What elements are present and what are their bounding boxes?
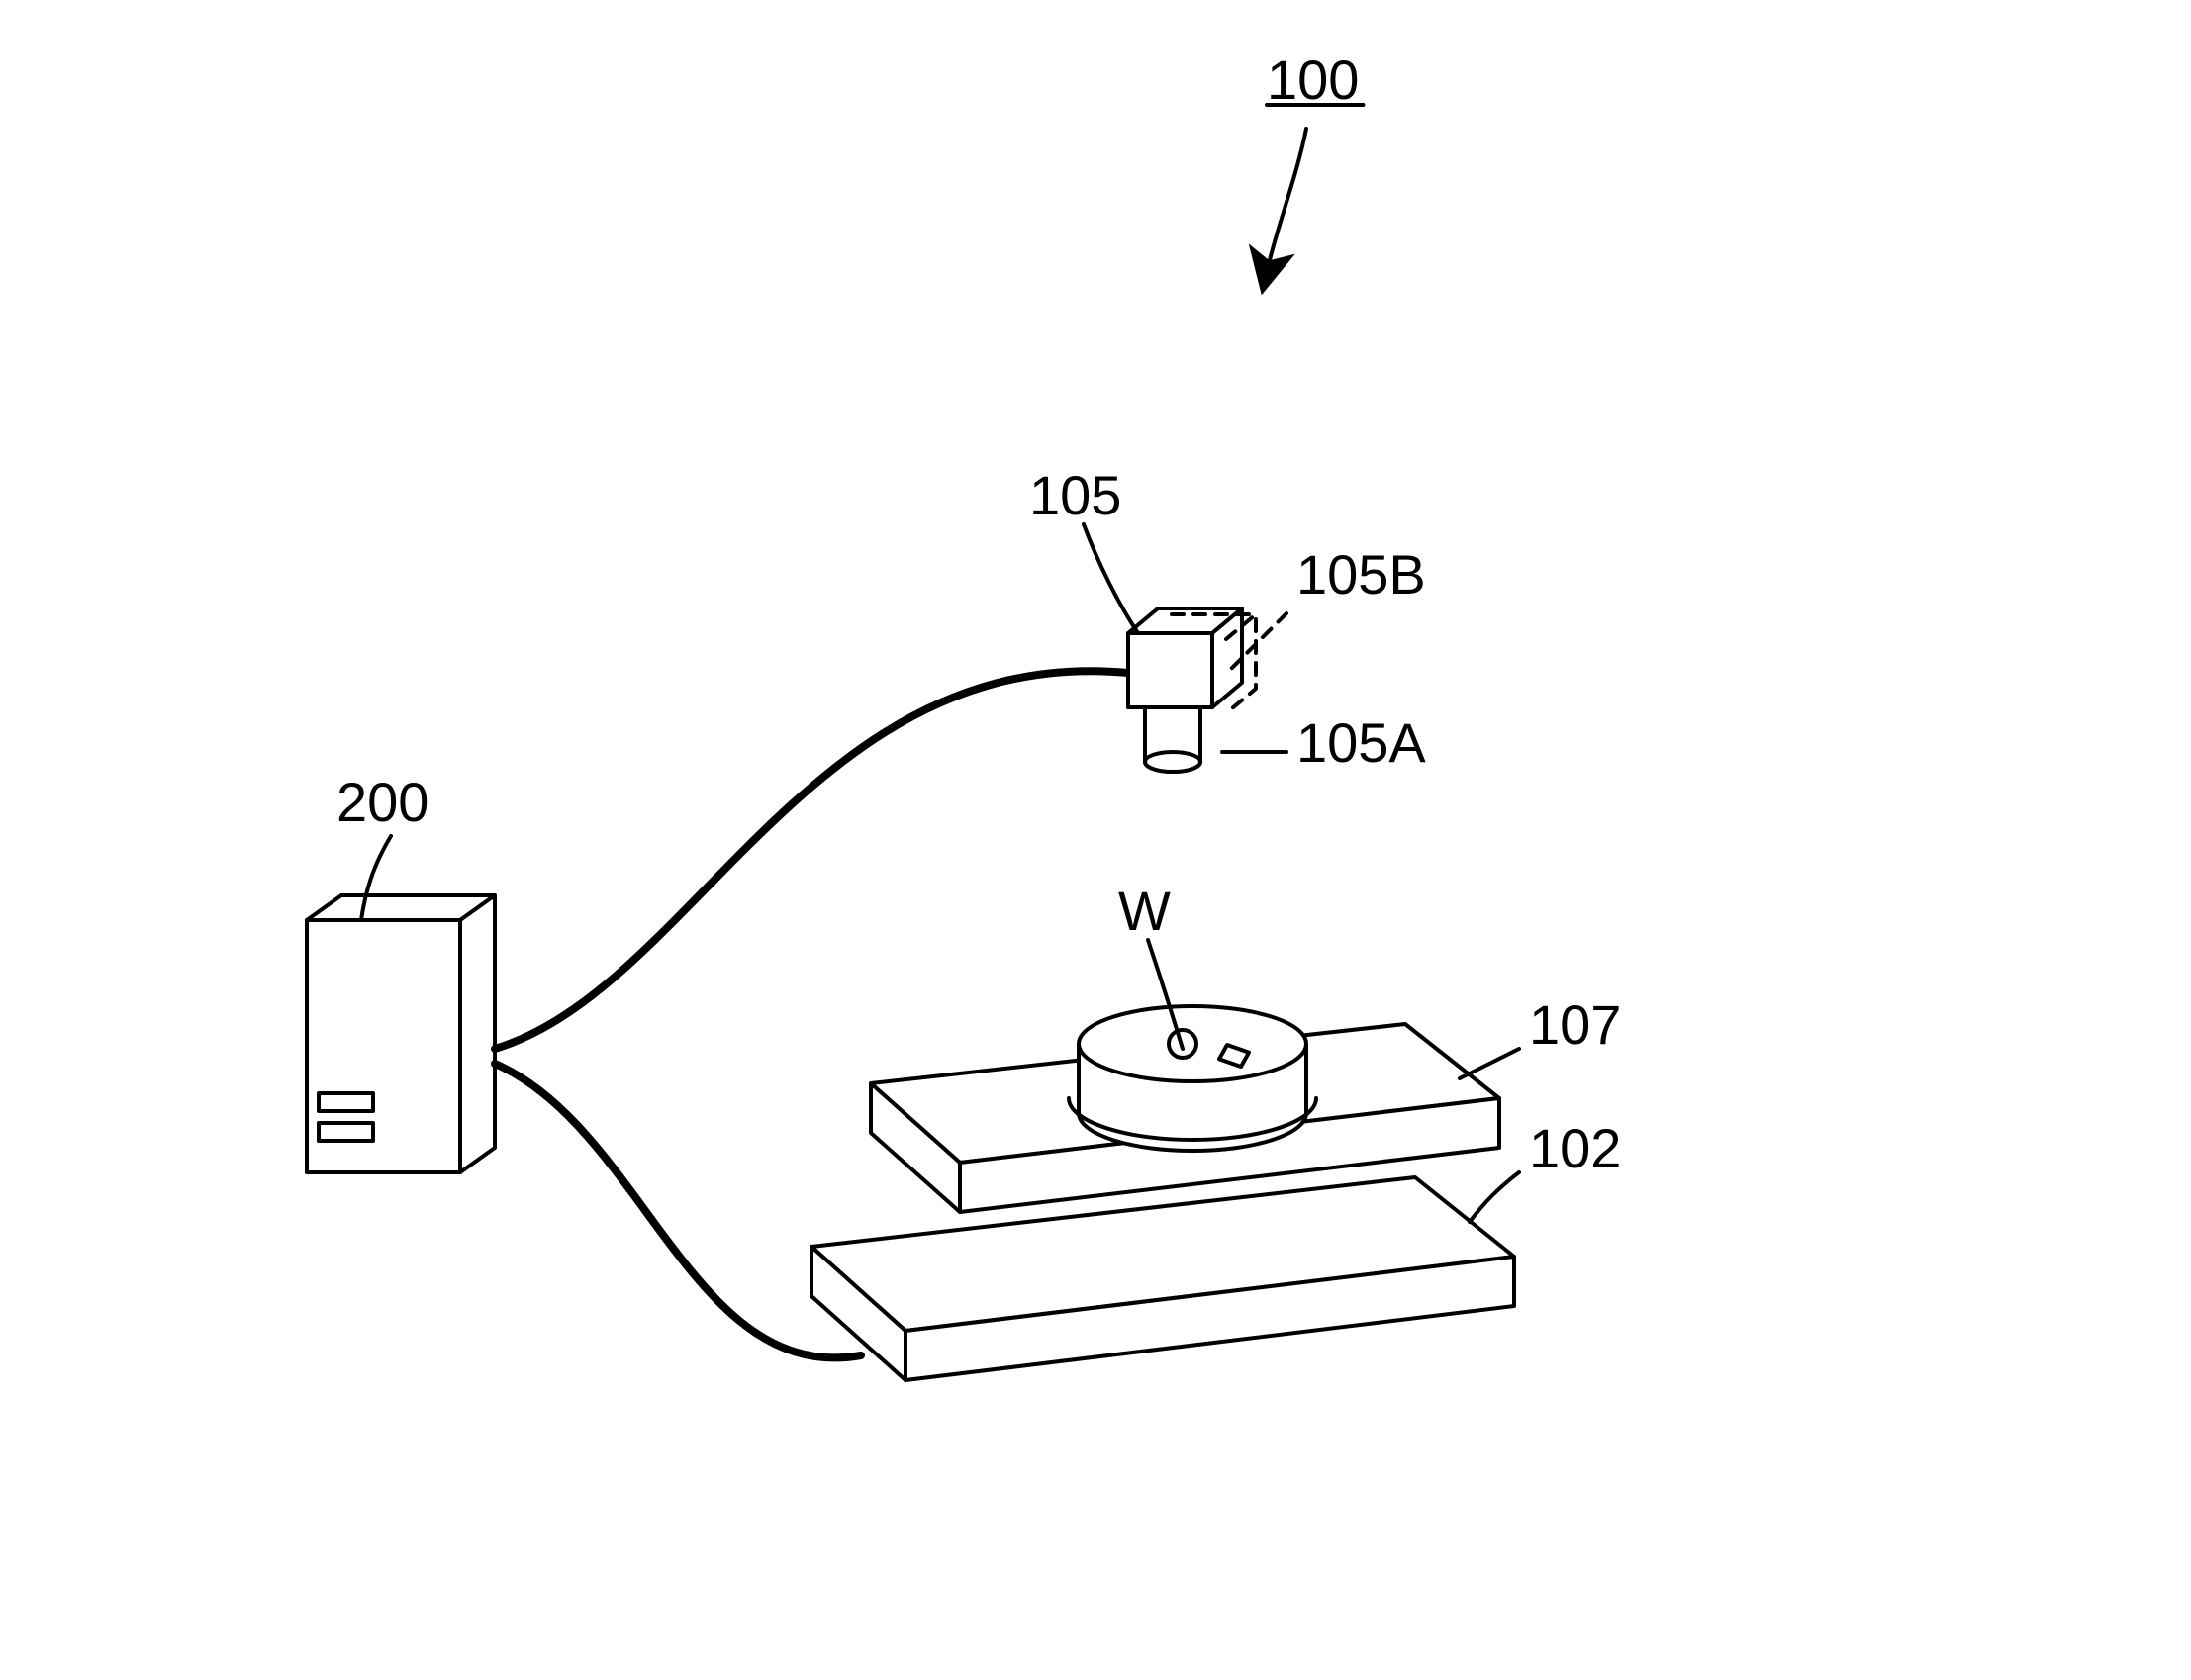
label-tray: 107 bbox=[1529, 993, 1621, 1056]
controller-side bbox=[460, 895, 495, 1172]
leader-base bbox=[1470, 1172, 1519, 1222]
workpiece-top bbox=[1079, 1006, 1306, 1081]
label-lens: 105A bbox=[1296, 711, 1426, 774]
patent-figure: 100 200 105 105A 105B W 107 102 bbox=[0, 0, 2191, 1680]
leader-assembly_arrow bbox=[1267, 129, 1306, 272]
label-camera: 105 bbox=[1029, 464, 1121, 526]
label-base: 102 bbox=[1529, 1117, 1621, 1179]
label-assembly: 100 bbox=[1267, 48, 1359, 111]
cable-to-camera bbox=[495, 671, 1128, 1049]
label-controller: 200 bbox=[336, 771, 429, 833]
label-workpiece: W bbox=[1118, 880, 1171, 942]
leader-tray bbox=[1460, 1049, 1519, 1078]
controller-front bbox=[307, 920, 460, 1172]
leader-camera bbox=[1084, 524, 1138, 633]
camera-lens-face bbox=[1145, 752, 1200, 772]
cable-to-stage bbox=[495, 1064, 861, 1357]
label-sensor: 105B bbox=[1296, 543, 1426, 606]
camera-front bbox=[1128, 633, 1212, 707]
